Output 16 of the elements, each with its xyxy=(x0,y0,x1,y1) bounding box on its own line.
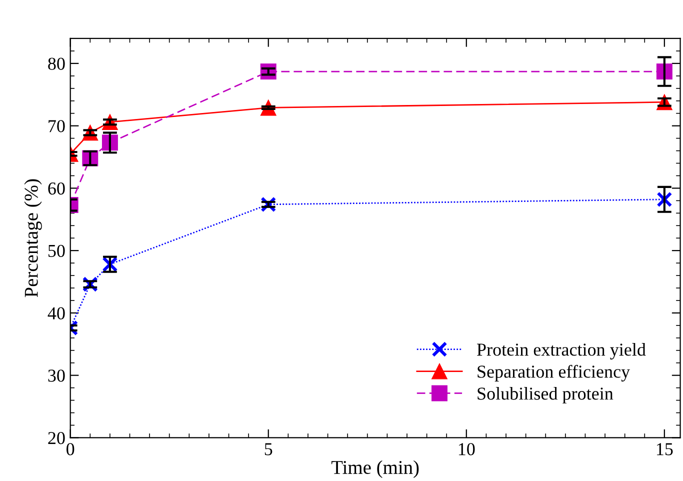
y-axis-title: Percentage (%) xyxy=(24,179,42,298)
legend-label: Solubilised protein xyxy=(478,387,614,404)
y-tick-label: 40 xyxy=(48,307,65,320)
x-tick-label: 10 xyxy=(458,443,475,456)
y-tick-label: 30 xyxy=(48,370,65,382)
y-tick-label: 70 xyxy=(48,120,65,132)
y-tick-label: 20 xyxy=(48,432,65,444)
x-tick-label: 15 xyxy=(656,443,673,456)
x-tick-label: 5 xyxy=(264,443,272,456)
x-axis-title: Time (min) xyxy=(331,460,419,478)
y-tick-label: 50 xyxy=(48,244,65,258)
y-tick-label: 60 xyxy=(48,182,65,195)
legend-label: Protein extraction yield xyxy=(477,343,646,360)
y-tick-label: 80 xyxy=(48,58,65,70)
x-tick-label: 0 xyxy=(66,443,74,456)
legend-label: Separation efficiency xyxy=(478,364,630,382)
